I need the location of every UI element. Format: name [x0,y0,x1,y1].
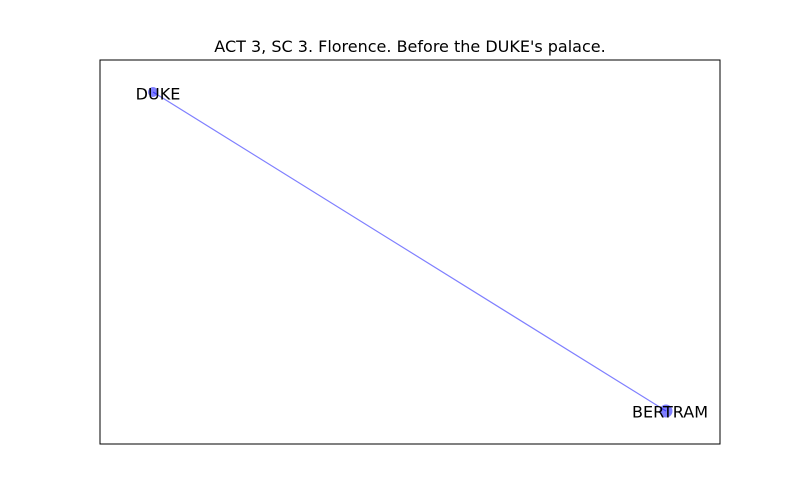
node-label-bertram: BERTRAM [632,403,708,422]
node-bertram [659,404,673,418]
nodes-layer [148,87,673,418]
node-label-duke: DUKE [136,85,181,104]
node-duke [148,87,158,97]
labels-layer: DUKE BERTRAM [136,85,708,422]
plot-frame [99,59,721,445]
edges-layer [152,91,667,412]
edge-duke-bertram [152,91,667,412]
figure-title: ACT 3, SC 3. Florence. Before the DUKE's… [214,37,605,56]
